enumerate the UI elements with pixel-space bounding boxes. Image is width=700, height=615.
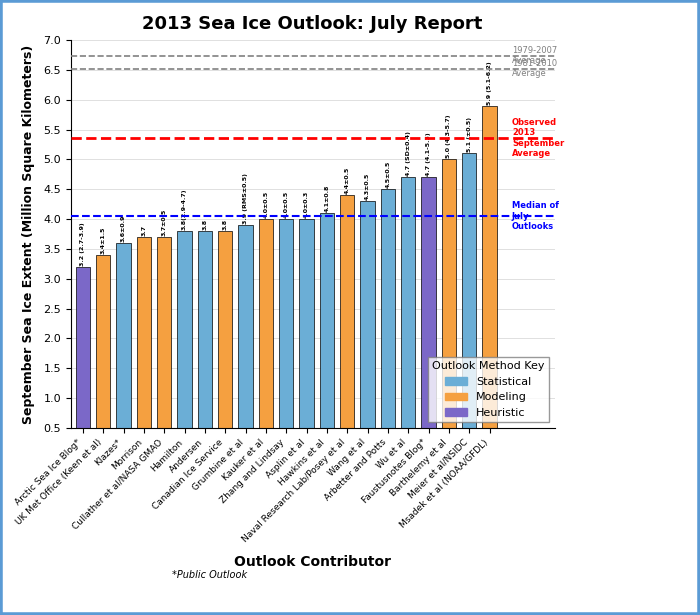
Bar: [239, 225, 253, 428]
Bar: [259, 219, 273, 428]
Text: 4.1±0.8: 4.1±0.8: [324, 184, 330, 212]
Bar: [381, 189, 395, 428]
Bar: [320, 213, 334, 428]
Bar: [178, 231, 192, 428]
Text: 1981-2010
Average: 1981-2010 Average: [512, 59, 557, 79]
Bar: [442, 159, 456, 428]
Text: *Public Outlook: *Public Outlook: [172, 570, 248, 580]
Bar: [300, 219, 314, 428]
Text: 4.3±0.5: 4.3±0.5: [365, 173, 370, 200]
Text: 4.0±0.5: 4.0±0.5: [263, 191, 268, 218]
Legend: Statistical, Modeling, Heuristic: Statistical, Modeling, Heuristic: [428, 357, 549, 423]
Text: 5.1 (±0.5): 5.1 (±0.5): [467, 117, 472, 153]
Bar: [360, 201, 374, 428]
Text: 3.7±0.5: 3.7±0.5: [162, 208, 167, 236]
Text: 5.9 (5.1-6.2): 5.9 (5.1-6.2): [487, 61, 492, 105]
Text: 3.4±1.5: 3.4±1.5: [101, 226, 106, 254]
Text: 4.7 (SD±0.4): 4.7 (SD±0.4): [406, 131, 411, 176]
Text: Median of
July
Outlooks: Median of July Outlooks: [512, 201, 559, 231]
Text: 3.9 (RMS±0.5): 3.9 (RMS±0.5): [243, 173, 248, 224]
Bar: [340, 196, 354, 428]
Text: Observed
2013
September
Average: Observed 2013 September Average: [512, 118, 564, 158]
Text: 4.5±0.5: 4.5±0.5: [386, 161, 391, 188]
Title: 2013 Sea Ice Outlook: July Report: 2013 Sea Ice Outlook: July Report: [143, 15, 483, 33]
Text: 4.0±0.3: 4.0±0.3: [304, 191, 309, 218]
Text: 5.0 (4.3-5.7): 5.0 (4.3-5.7): [447, 115, 452, 158]
Bar: [116, 243, 131, 428]
Bar: [421, 177, 435, 428]
Bar: [279, 219, 293, 428]
Text: 3.8: 3.8: [223, 219, 228, 230]
Text: 3.6±0.9: 3.6±0.9: [121, 215, 126, 242]
Text: 4.7 (4.1-5.3): 4.7 (4.1-5.3): [426, 133, 431, 176]
Bar: [218, 231, 232, 428]
Bar: [157, 237, 172, 428]
Text: 1979-2007
Average: 1979-2007 Average: [512, 46, 557, 65]
Bar: [401, 177, 415, 428]
Bar: [136, 237, 151, 428]
Y-axis label: September Sea Ice Extent (Million Square Kilometers): September Sea Ice Extent (Million Square…: [22, 44, 35, 424]
Bar: [96, 255, 111, 428]
Text: 4.4±0.5: 4.4±0.5: [344, 167, 350, 194]
Text: 3.7: 3.7: [141, 224, 146, 236]
Bar: [482, 106, 497, 428]
Text: 4.0±0.5: 4.0±0.5: [284, 191, 288, 218]
X-axis label: Outlook Contributor: Outlook Contributor: [234, 555, 391, 569]
Text: 3.2 (2.7-3.9): 3.2 (2.7-3.9): [80, 222, 85, 266]
Text: 3.8(2.9-4.7): 3.8(2.9-4.7): [182, 188, 187, 230]
Text: 3.8: 3.8: [202, 219, 207, 230]
Bar: [462, 154, 476, 428]
Bar: [198, 231, 212, 428]
Bar: [76, 267, 90, 428]
